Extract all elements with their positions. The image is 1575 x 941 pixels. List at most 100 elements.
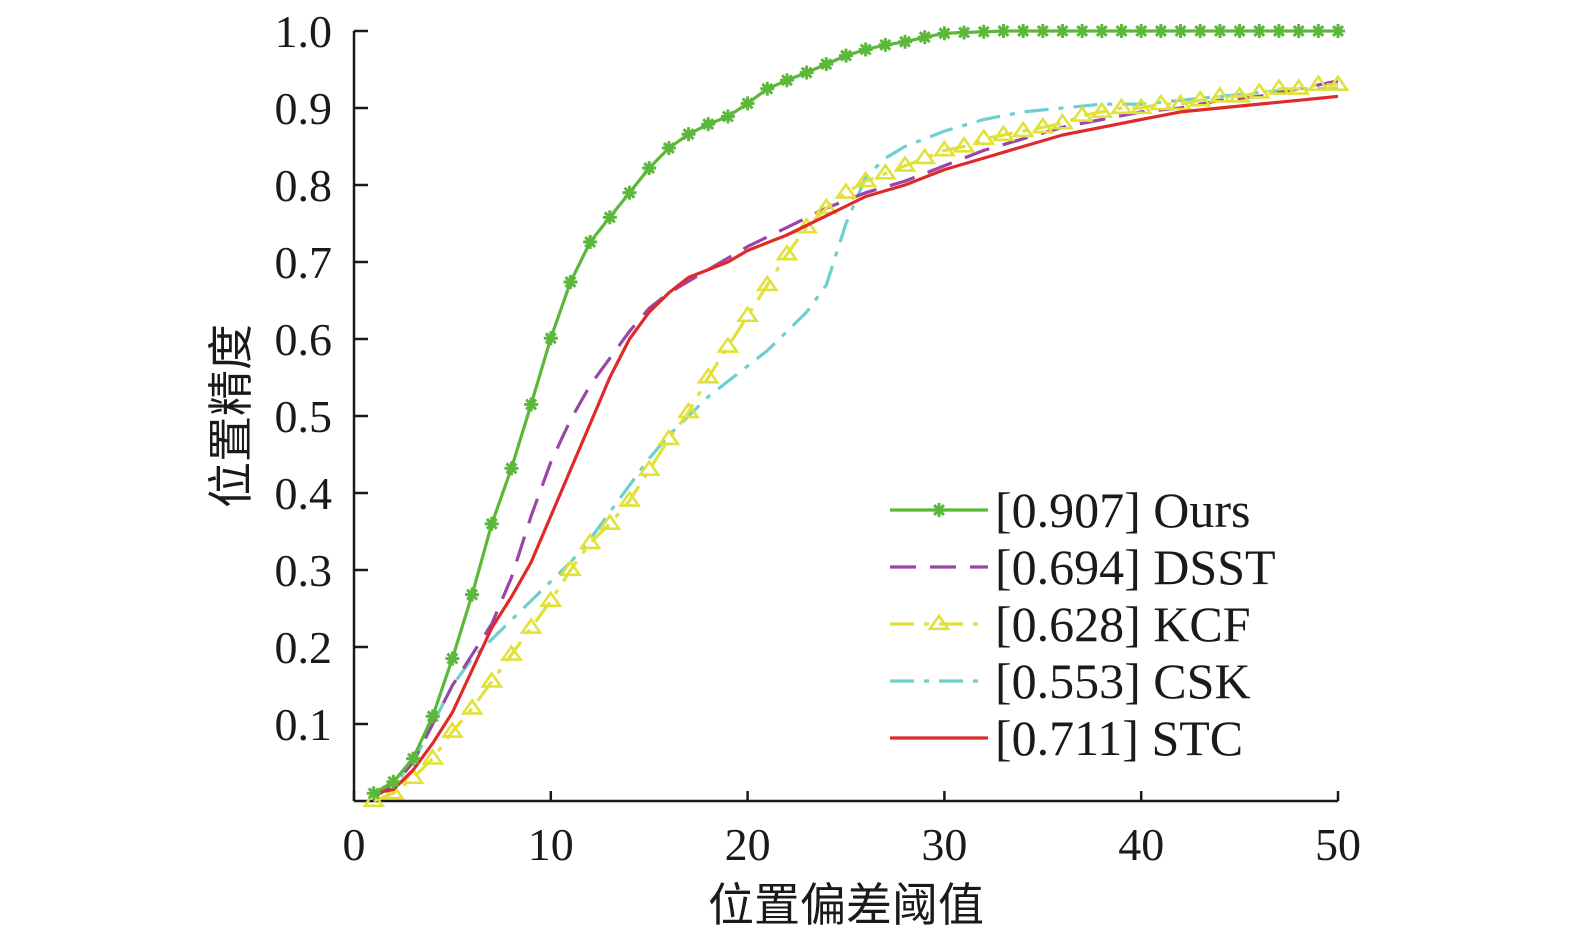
series-point: [519, 617, 543, 634]
series-point: [799, 65, 814, 80]
series-point: [1016, 24, 1031, 38]
x-tick-label: 30: [921, 819, 967, 870]
series-point: [696, 367, 720, 384]
series-point: [1331, 24, 1345, 38]
legend-label: [0.907] Ours: [995, 482, 1251, 538]
series-point: [760, 81, 775, 96]
series-point: [878, 37, 893, 52]
series-point: [1311, 24, 1326, 38]
y-tick-label: 0.2: [275, 622, 333, 673]
series-point: [740, 96, 755, 111]
series-point: [1149, 93, 1173, 111]
series-point: [1291, 24, 1306, 38]
series-point: [873, 163, 897, 180]
x-axis-label: 位置偏差阈值: [708, 878, 984, 932]
series-point: [1090, 101, 1114, 119]
series-point: [618, 490, 642, 507]
y-tick-label: 0.5: [275, 391, 333, 442]
legend-item: [0.694] DSST: [890, 539, 1276, 595]
y-tick-label: 0.6: [275, 314, 333, 365]
series-point: [976, 24, 991, 39]
series-point: [957, 25, 972, 40]
series-point: [927, 613, 951, 631]
series-kcf: [362, 74, 1350, 808]
series-point: [657, 428, 681, 446]
series-point: [1094, 24, 1109, 38]
series-point: [362, 790, 386, 808]
series-stc: [373, 94, 1339, 795]
legend-item: [0.553] CSK: [890, 653, 1251, 709]
y-tick-label: 1.0: [275, 6, 333, 57]
series-point: [932, 503, 946, 517]
series-point: [814, 197, 838, 215]
series-point: [602, 210, 617, 225]
series-point: [622, 185, 637, 200]
series-point: [1232, 24, 1247, 38]
series-point: [952, 136, 976, 153]
legend-label: [0.553] CSK: [995, 653, 1251, 709]
series-point: [543, 331, 558, 346]
series-point: [504, 461, 519, 476]
series-point: [1169, 93, 1193, 111]
y-tick-label: 0.3: [275, 545, 333, 596]
series-point: [1110, 97, 1134, 115]
series-point: [854, 170, 878, 188]
series-point: [440, 721, 464, 738]
series-point: [642, 161, 657, 176]
series-point: [460, 698, 484, 715]
series-point: [484, 516, 499, 531]
series-point: [775, 243, 799, 261]
series-point: [480, 671, 504, 688]
x-tick-label: 40: [1118, 819, 1164, 870]
series-point: [598, 513, 622, 530]
series-point: [991, 124, 1015, 142]
series-point: [1129, 97, 1153, 115]
y-tick-label: 0.4: [275, 468, 333, 519]
series-point: [1193, 24, 1208, 38]
series-point: [677, 401, 701, 419]
series-point: [1208, 86, 1232, 103]
series-point: [1287, 78, 1311, 95]
series-line: [372, 87, 1338, 799]
series-point: [499, 644, 523, 661]
series-point: [819, 57, 834, 72]
series-point: [1188, 89, 1212, 107]
series-point: [386, 774, 401, 789]
x-tick-label: 50: [1315, 819, 1361, 870]
series-point: [972, 128, 996, 145]
series-point: [701, 117, 716, 132]
y-tick-label: 0.7: [275, 237, 333, 288]
series-point: [406, 751, 421, 766]
series-point: [637, 459, 661, 477]
series-point: [1035, 24, 1050, 38]
series-point: [779, 73, 794, 88]
series-point: [578, 532, 602, 550]
x-tick-label: 10: [528, 819, 574, 870]
series-point: [563, 275, 578, 290]
series-point: [893, 155, 917, 172]
series-point: [681, 127, 696, 142]
y-tick-label: 0.8: [275, 160, 333, 211]
series-point: [558, 559, 582, 577]
series-point: [465, 587, 480, 602]
y-tick-label: 0.1: [275, 699, 333, 750]
series-point: [1326, 74, 1350, 92]
x-tick-label: 20: [725, 819, 771, 870]
series-point: [1050, 113, 1074, 130]
series-point: [1114, 24, 1129, 38]
series-point: [1306, 74, 1330, 92]
series-line: [373, 94, 1339, 795]
series-point: [913, 147, 937, 165]
series-point: [1070, 105, 1094, 122]
series-csk: [372, 87, 1338, 799]
series-point: [445, 651, 460, 666]
legend-item: [0.711] STC: [890, 710, 1243, 766]
series-point: [539, 590, 563, 607]
series-point: [917, 30, 932, 45]
series-point: [898, 34, 913, 49]
series-point: [1252, 24, 1267, 38]
series-point: [1153, 24, 1168, 38]
legend-item: [0.907] Ours: [890, 482, 1251, 538]
series-point: [421, 748, 445, 765]
